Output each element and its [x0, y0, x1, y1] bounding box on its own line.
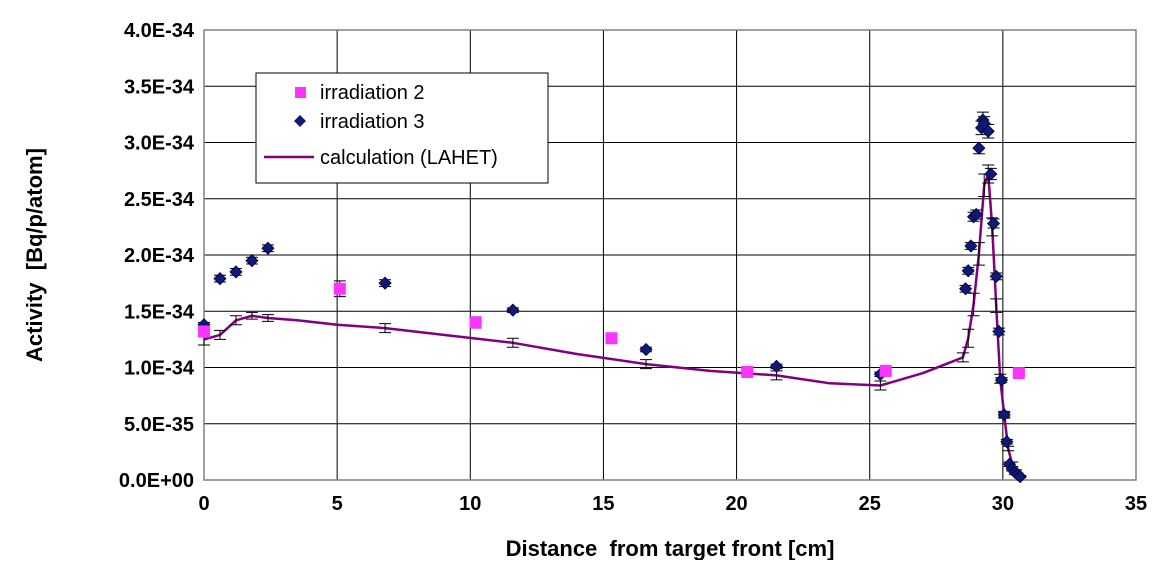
- irradiation-3-point: [964, 239, 978, 253]
- x-tick-label: 25: [859, 493, 881, 515]
- irradiation-3-point: [986, 216, 1001, 231]
- irradiation-3-point: [984, 167, 998, 181]
- irradiation-3-point: [972, 141, 986, 155]
- x-tick-label: 30: [992, 493, 1014, 515]
- y-tick-label: 3.5E-34: [124, 76, 195, 98]
- y-tick-labels: 0.0E+00 5.0E-35 1.0E-34 1.5E-34 2.0E-34 2.5E-…: [119, 20, 195, 492]
- irradiation-3-point: [378, 276, 392, 290]
- x-tick-label: 20: [725, 493, 747, 515]
- marker-layer: [197, 113, 1027, 484]
- irradiation-3-point: [961, 264, 975, 278]
- x-axis-title: Distance from target front [cm]: [506, 536, 835, 560]
- calculation-line-layer: [203, 172, 1022, 477]
- irradiation-3-point: [969, 207, 983, 222]
- x-tick-label: 15: [592, 493, 614, 515]
- y-tick-label: 2.5E-34: [124, 189, 195, 211]
- legend-marker-irradiation-3: [294, 115, 306, 127]
- legend-marker-irradiation-2: [295, 87, 306, 98]
- y-tick-label: 5.0E-35: [124, 414, 194, 436]
- legend-label-calculation: calculation (LAHET): [320, 147, 498, 169]
- y-tick-label: 0.0E+00: [119, 470, 194, 492]
- irradiation-2-point: [198, 325, 210, 338]
- legend: irradiation 2 irradiation 3 calculation …: [255, 72, 549, 184]
- irradiation-3-point: [245, 254, 259, 268]
- legend-label-irradiation-2: irradiation 2: [320, 82, 425, 104]
- irradiation-3-point: [1000, 435, 1014, 449]
- x-tick-label: 5: [332, 493, 343, 515]
- y-tick-label: 4.0E-34: [124, 20, 195, 42]
- irradiation-3-point: [261, 241, 275, 255]
- irradiation-3-point: [989, 269, 1003, 283]
- irradiation-2-point: [333, 282, 346, 295]
- irradiation-3-point: [1013, 470, 1027, 484]
- irradiation-3-point: [992, 324, 1006, 339]
- irradiation-3-point: [994, 373, 1009, 387]
- irradiation-2-point: [605, 332, 618, 345]
- irradiation-3-point: [981, 124, 995, 138]
- x-tick-label: 35: [1125, 493, 1147, 515]
- irradiation-3-point: [213, 272, 227, 286]
- irradiation-3-point: [997, 408, 1011, 422]
- irradiation-2-point: [879, 364, 892, 377]
- irradiation-3-point: [639, 342, 653, 357]
- y-tick-label: 1.5E-34: [124, 301, 195, 323]
- irradiation-2-point: [469, 316, 482, 329]
- calculation-line: [203, 172, 1022, 477]
- irradiation-3-point: [769, 359, 784, 373]
- x-tick-label: 0: [198, 493, 209, 515]
- x-tick-label: 10: [459, 493, 481, 515]
- x-tick-labels: 0 5 10 15 20 25 30 35: [198, 493, 1147, 515]
- y-axis-title: Activity [Bq/p/atom]: [22, 148, 47, 362]
- y-tick-label: 2.0E-34: [124, 245, 195, 267]
- irradiation-2-point: [1012, 367, 1025, 380]
- irradiation-3-point: [229, 265, 243, 279]
- plot-area: [203, 29, 1137, 481]
- y-tick-label: 3.0E-34: [124, 133, 195, 155]
- irradiation-3-point: [506, 303, 520, 317]
- y-tick-label: 1.0E-34: [124, 358, 195, 380]
- legend-label-irradiation-3: irradiation 3: [320, 111, 425, 133]
- irradiation-3-point: [959, 282, 973, 296]
- irradiation-2-point: [741, 366, 754, 378]
